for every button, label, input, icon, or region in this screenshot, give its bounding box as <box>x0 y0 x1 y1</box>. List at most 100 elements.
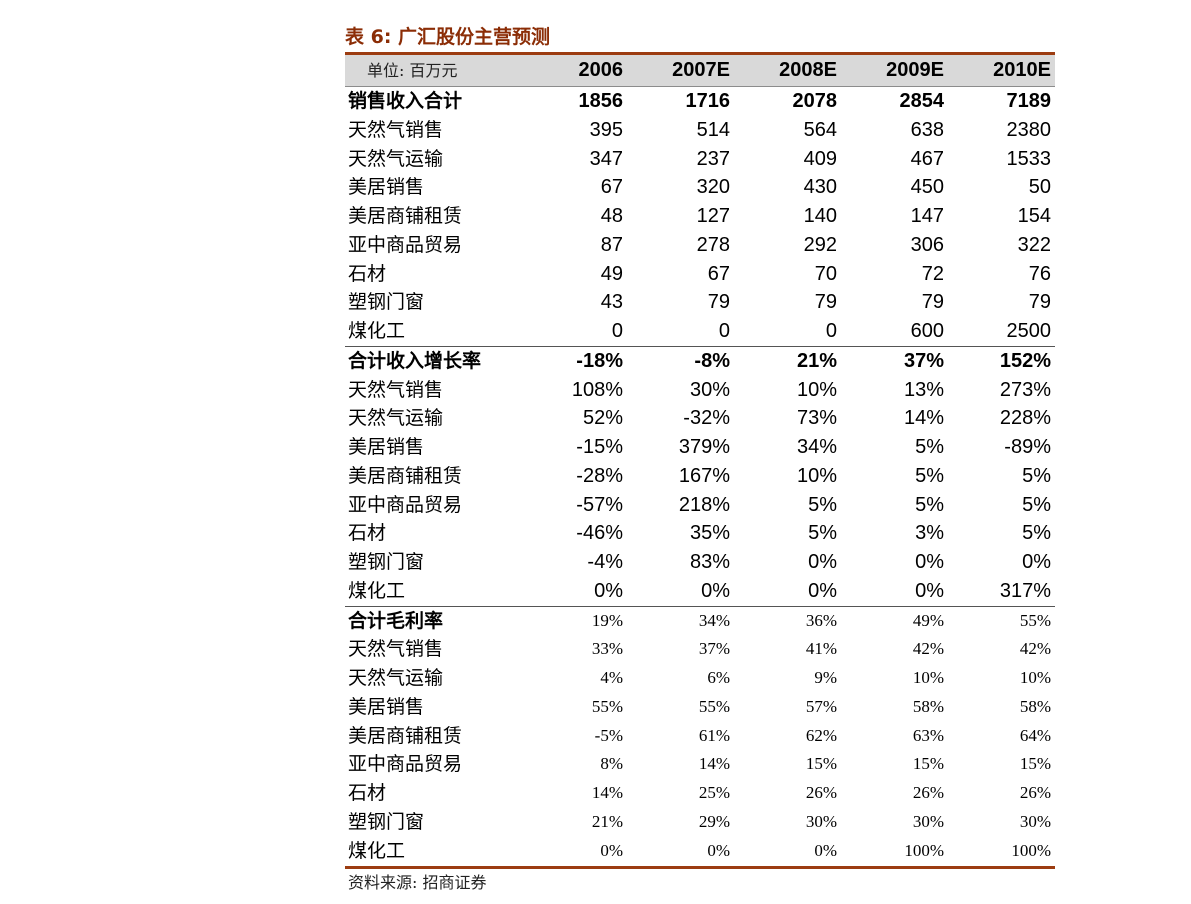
value-cell: 52% <box>582 407 623 430</box>
row-label: 亚中商品贸易 <box>348 493 463 516</box>
table-row: 煤化工 0% 0% 0% 100% 100% <box>345 837 1055 866</box>
row-label: 天然气运输 <box>348 667 444 689</box>
row-label: 塑钢门窗 <box>348 551 425 573</box>
value-cell: 30% <box>912 811 944 831</box>
value-cell: 49% <box>841 605 948 636</box>
value-cell: -5% <box>594 725 623 745</box>
row-label: 天然气运输 <box>348 407 444 430</box>
value-cell: 26% <box>1019 783 1051 802</box>
value-cell: 147 <box>910 205 944 227</box>
value-cell: 34% <box>627 605 734 636</box>
table-row: 美居商铺租赁 -5% 61% 62% 63% 64% <box>345 722 1055 751</box>
value-cell: 5% <box>915 464 944 487</box>
value-cell: 19% <box>520 605 627 636</box>
year-header: 2006 <box>520 55 627 87</box>
value-cell: 29% <box>698 811 730 831</box>
value-cell: 30% <box>689 378 730 401</box>
row-label: 美居商铺租赁 <box>348 724 463 747</box>
value-cell: 237 <box>696 147 730 170</box>
table-row: 亚中商品贸易 87 278 292 306 322 <box>345 231 1055 260</box>
value-cell: 154 <box>1017 205 1051 227</box>
value-cell: 37% <box>841 345 948 376</box>
value-cell: 430 <box>803 176 837 199</box>
value-cell: 5% <box>915 436 944 458</box>
value-cell: 26% <box>912 783 944 802</box>
value-cell: 49 <box>600 262 623 285</box>
row-label: 亚中商品贸易 <box>348 233 463 256</box>
value-cell: 5% <box>915 493 944 516</box>
value-cell: 0% <box>814 840 837 860</box>
value-cell: 25% <box>698 783 730 802</box>
value-cell: 5% <box>808 522 837 545</box>
table-row: 美居商铺租赁 -28% 167% 10% 5% 5% <box>345 462 1055 491</box>
table-title: 表 6: 广汇股份主营预测 <box>345 26 551 48</box>
value-cell: 0% <box>1022 551 1051 573</box>
value-cell: 36% <box>734 605 841 636</box>
value-cell: 76 <box>1028 262 1051 285</box>
value-cell: 21% <box>734 345 841 376</box>
value-cell: 15% <box>1019 754 1051 774</box>
value-cell: 273% <box>999 378 1051 401</box>
value-cell: 50 <box>1028 176 1051 199</box>
row-label: 煤化工 <box>348 320 406 342</box>
value-cell: -8% <box>627 345 734 376</box>
value-cell: 322 <box>1017 233 1051 256</box>
value-cell: 1856 <box>578 90 624 112</box>
value-cell: 564 <box>803 118 837 141</box>
value-cell: 0% <box>701 579 730 602</box>
value-cell: 127 <box>696 205 730 227</box>
value-cell: 409 <box>803 147 837 170</box>
value-cell: 33% <box>591 639 623 659</box>
row-label: 亚中商品贸易 <box>348 753 463 776</box>
value-cell: 42% <box>1019 639 1051 659</box>
table-row: 煤化工 0% 0% 0% 0% 317% <box>345 577 1055 606</box>
value-cell: -32% <box>683 407 730 430</box>
value-cell: 63% <box>912 725 944 745</box>
value-cell: 34% <box>796 436 837 458</box>
table-figure: 表 6: 广汇股份主营预测 单位: 百万元 2006 2007E 2008E 2… <box>345 22 1055 897</box>
value-cell: 35% <box>689 522 730 545</box>
row-label: 煤化工 <box>348 579 406 602</box>
value-cell: 73% <box>796 407 837 430</box>
row-label: 合计毛利率 <box>345 605 520 636</box>
value-cell: 10% <box>796 378 837 401</box>
row-label: 石材 <box>348 782 387 804</box>
value-cell: 306 <box>910 233 944 256</box>
year-header: 2007E <box>627 55 734 87</box>
value-cell: 0% <box>915 551 944 573</box>
value-cell: 638 <box>910 118 944 141</box>
value-cell: 5% <box>1022 522 1051 545</box>
value-cell: 1533 <box>1006 147 1052 170</box>
value-cell: 0 <box>611 320 623 342</box>
value-cell: 0% <box>600 840 623 860</box>
table-row: 美居商铺租赁 48 127 140 147 154 <box>345 202 1055 231</box>
value-cell: 140 <box>803 205 837 227</box>
row-label: 石材 <box>348 522 387 545</box>
row-label: 天然气销售 <box>348 378 444 401</box>
value-cell: 100% <box>1011 840 1051 860</box>
value-cell: 3% <box>915 522 944 545</box>
table-row: 石材 -46% 35% 5% 3% 5% <box>345 519 1055 548</box>
value-cell: 21% <box>591 811 623 831</box>
row-label: 塑钢门窗 <box>348 291 425 314</box>
value-cell: 1716 <box>685 90 731 112</box>
table-row: 塑钢门窗 -4% 83% 0% 0% 0% <box>345 548 1055 577</box>
value-cell: 10% <box>1019 668 1051 687</box>
unit-label: 单位: 百万元 <box>345 55 520 87</box>
value-cell: -57% <box>576 493 623 516</box>
value-cell: 5% <box>1022 464 1051 487</box>
value-cell: 0 <box>825 320 837 342</box>
value-cell: 14% <box>903 407 944 430</box>
value-cell: 2854 <box>899 90 945 112</box>
value-cell: 13% <box>903 378 944 401</box>
value-cell: -15% <box>576 436 623 458</box>
value-cell: -46% <box>576 522 623 545</box>
value-cell: 10% <box>796 464 837 487</box>
total-row: 销售收入合计 1856 1716 2078 2854 7189 <box>345 87 1055 116</box>
value-cell: 292 <box>803 233 837 256</box>
table-row: 石材 14% 25% 26% 26% 26% <box>345 779 1055 808</box>
row-label: 美居销售 <box>348 436 425 458</box>
value-cell: 61% <box>698 725 730 745</box>
value-cell: 0% <box>707 840 730 860</box>
row-label: 天然气销售 <box>348 638 444 661</box>
